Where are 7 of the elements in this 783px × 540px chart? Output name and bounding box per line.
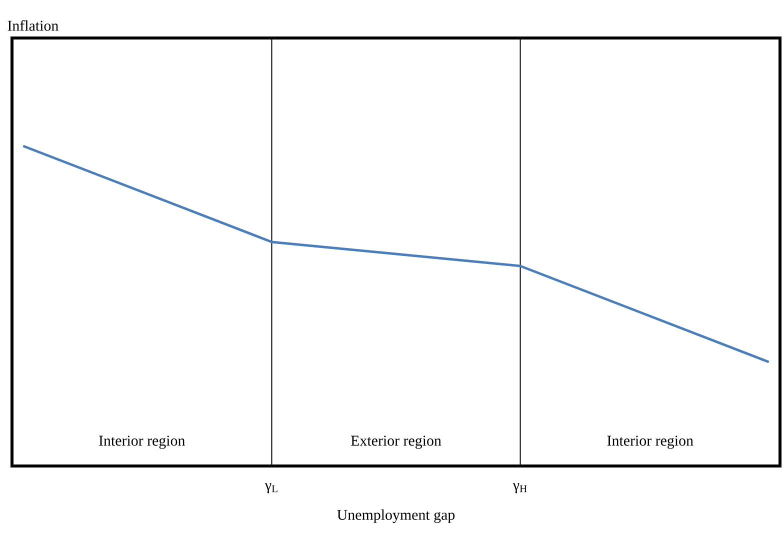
annotation: Interior region xyxy=(607,436,694,449)
annotation: Interior region xyxy=(99,436,186,449)
x-tick-label: γ$_{L}$ xyxy=(264,483,278,494)
x-tick-label: γ$_{H}$ xyxy=(512,483,527,494)
text: Inflation xyxy=(8,20,58,31)
annotation: Exterior region xyxy=(351,436,442,449)
x-axis-title: Unemployment gap xyxy=(337,509,455,523)
